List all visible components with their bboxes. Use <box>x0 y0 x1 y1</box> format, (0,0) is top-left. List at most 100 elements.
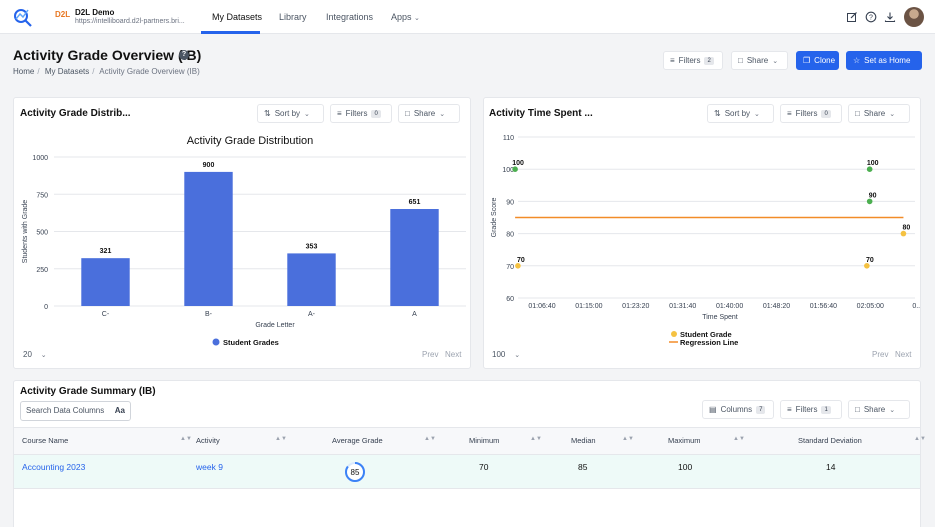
share-icon: □ <box>738 56 743 65</box>
header-standard-deviation[interactable]: Standard Deviation <box>798 436 862 445</box>
header-maximum[interactable]: Maximum <box>668 436 701 445</box>
bar <box>390 209 439 306</box>
nav-my-datasets[interactable]: My Datasets <box>212 12 263 22</box>
breadcrumb: Home / My Datasets / Activity Grade Overvi… <box>13 67 200 76</box>
question-icon[interactable]: ? <box>179 50 189 60</box>
share-label: Share <box>413 109 436 118</box>
nav-integrations[interactable]: Integrations <box>326 12 374 22</box>
download-icon[interactable] <box>884 11 896 23</box>
prev-button[interactable]: Prev <box>422 350 439 359</box>
table-filters-button[interactable]: ≡ Filters 1 <box>780 400 842 419</box>
data-point <box>866 166 873 172</box>
bar-chart: Activity Grade Distribution 0 250 500 750 100… <box>22 135 466 347</box>
next-button[interactable]: Next <box>445 350 462 359</box>
nav-apps[interactable]: Apps ⌄ <box>391 12 420 22</box>
prev-button[interactable]: Prev <box>872 350 889 359</box>
org-badge: D2L <box>55 10 71 19</box>
nav-apps-label: Apps <box>391 12 412 22</box>
header-minimum[interactable]: Minimum <box>469 436 500 445</box>
active-tab-indicator <box>201 31 260 34</box>
widget-filters-button[interactable]: ≡ Filters 0 <box>330 104 392 123</box>
cell-average-grade: 85 <box>351 468 360 477</box>
top-navigation: D2L D2L Demo https://intelliboard.d2l-pa… <box>0 0 935 34</box>
sort-icon: ⇅ <box>264 109 271 118</box>
match-case-toggle[interactable]: Aa <box>114 406 125 415</box>
y-tick-label: 0 <box>44 304 48 311</box>
sort-icon[interactable]: ▲▼ <box>530 436 542 442</box>
help-icon[interactable]: ? <box>865 11 877 23</box>
x-axis-label: Grade Letter <box>255 322 295 329</box>
clone-button[interactable]: ❐ Clone <box>796 51 839 70</box>
page-size-select[interactable]: 100 ⌄ <box>492 350 520 359</box>
sort-by-button[interactable]: ⇅ Sort by ⌄ <box>257 104 324 123</box>
table-header-row <box>14 427 920 455</box>
widget-title: Activity Time Spent ... <box>489 108 593 119</box>
x-tick-label: 02:05:00 <box>857 303 884 310</box>
widget-title: Activity Grade Distrib... <box>20 108 131 119</box>
sort-icon[interactable]: ▲▼ <box>733 436 745 442</box>
table-share-button[interactable]: □ Share ⌄ <box>848 400 910 419</box>
bar-data-label: 900 <box>203 162 215 169</box>
header-course-name[interactable]: Course Name <box>22 436 69 445</box>
filter-icon: ≡ <box>337 109 342 118</box>
page-filters-label: Filters <box>678 56 701 65</box>
clone-label: Clone <box>814 56 836 65</box>
y-tick-label: 110 <box>503 135 514 142</box>
legend-marker <box>671 331 677 337</box>
x-tick-label: C- <box>102 311 110 318</box>
set-as-home-button[interactable]: ☆ Set as Home <box>846 51 922 70</box>
sort-label: Sort by <box>274 109 301 118</box>
bar-data-label: 651 <box>409 199 421 206</box>
legend-label: Student Grade <box>680 330 732 339</box>
widget-share-button[interactable]: □ Share ⌄ <box>398 104 460 123</box>
cell-maximum: 100 <box>678 462 693 472</box>
header-median[interactable]: Median <box>571 436 596 445</box>
page-title: Activity Grade Overview (IB) <box>13 47 202 63</box>
page-size-select[interactable]: 20 ⌄ <box>23 350 47 359</box>
sort-icon[interactable]: ▲▼ <box>275 436 287 442</box>
sort-icon[interactable]: ▲▼ <box>914 436 926 442</box>
columns-button[interactable]: ▤ Columns 7 <box>702 400 774 419</box>
widget-share-button[interactable]: □ Share ⌄ <box>848 104 910 123</box>
cell-activity[interactable]: week 9 <box>196 462 223 472</box>
filters-label: Filters <box>795 405 818 414</box>
share-icon: □ <box>405 109 410 118</box>
edit-icon[interactable] <box>846 11 858 23</box>
page-filters-button[interactable]: ≡ Filters 2 <box>663 51 723 70</box>
cell-course-name[interactable]: Accounting 2023 <box>22 462 86 472</box>
data-label: 90 <box>869 192 877 199</box>
header-average-grade[interactable]: Average Grade <box>332 436 383 445</box>
y-axis-label: Grade Score <box>491 198 498 238</box>
page-filters-count: 2 <box>704 56 714 65</box>
average-grade-gauge: 85 <box>345 462 365 482</box>
sort-icon[interactable]: ▲▼ <box>424 436 436 442</box>
widget-filters-button[interactable]: ≡ Filters 0 <box>780 104 842 123</box>
chart-title: Activity Grade Distribution <box>187 135 314 147</box>
user-avatar[interactable] <box>904 7 924 27</box>
sort-icon[interactable]: ▲▼ <box>180 436 192 442</box>
chevron-down-icon: ⌄ <box>889 406 896 414</box>
data-label: 70 <box>866 257 874 264</box>
data-label: 70 <box>517 257 525 264</box>
nav-library[interactable]: Library <box>279 12 307 22</box>
scatter-chart: 60 70 80 90 100 110 Grade Score 01:06:40 01:15:0… <box>491 135 920 347</box>
data-label: 80 <box>903 225 911 232</box>
x-tick-label: A- <box>308 311 316 318</box>
search-input[interactable] <box>26 406 111 415</box>
copy-icon: ❐ <box>803 56 811 65</box>
x-tick-label: 01:56:40 <box>810 303 837 310</box>
time-spent-widget <box>483 97 921 369</box>
breadcrumb-home[interactable]: Home <box>13 67 35 76</box>
filters-count: 1 <box>821 405 831 414</box>
sort-icon: ⇅ <box>714 109 721 118</box>
sort-by-button[interactable]: ⇅ Sort by ⌄ <box>707 104 774 123</box>
breadcrumb-my-datasets[interactable]: My Datasets <box>44 67 90 76</box>
y-tick-label: 70 <box>506 264 514 271</box>
header-activity[interactable]: Activity <box>196 436 220 445</box>
data-point <box>900 230 907 237</box>
next-button[interactable]: Next <box>895 350 912 359</box>
sort-icon[interactable]: ▲▼ <box>622 436 634 442</box>
page-share-button[interactable]: □ Share ⌄ <box>731 51 788 70</box>
search-columns-field[interactable]: Aa <box>20 401 131 421</box>
app-logo-icon[interactable] <box>13 7 35 27</box>
